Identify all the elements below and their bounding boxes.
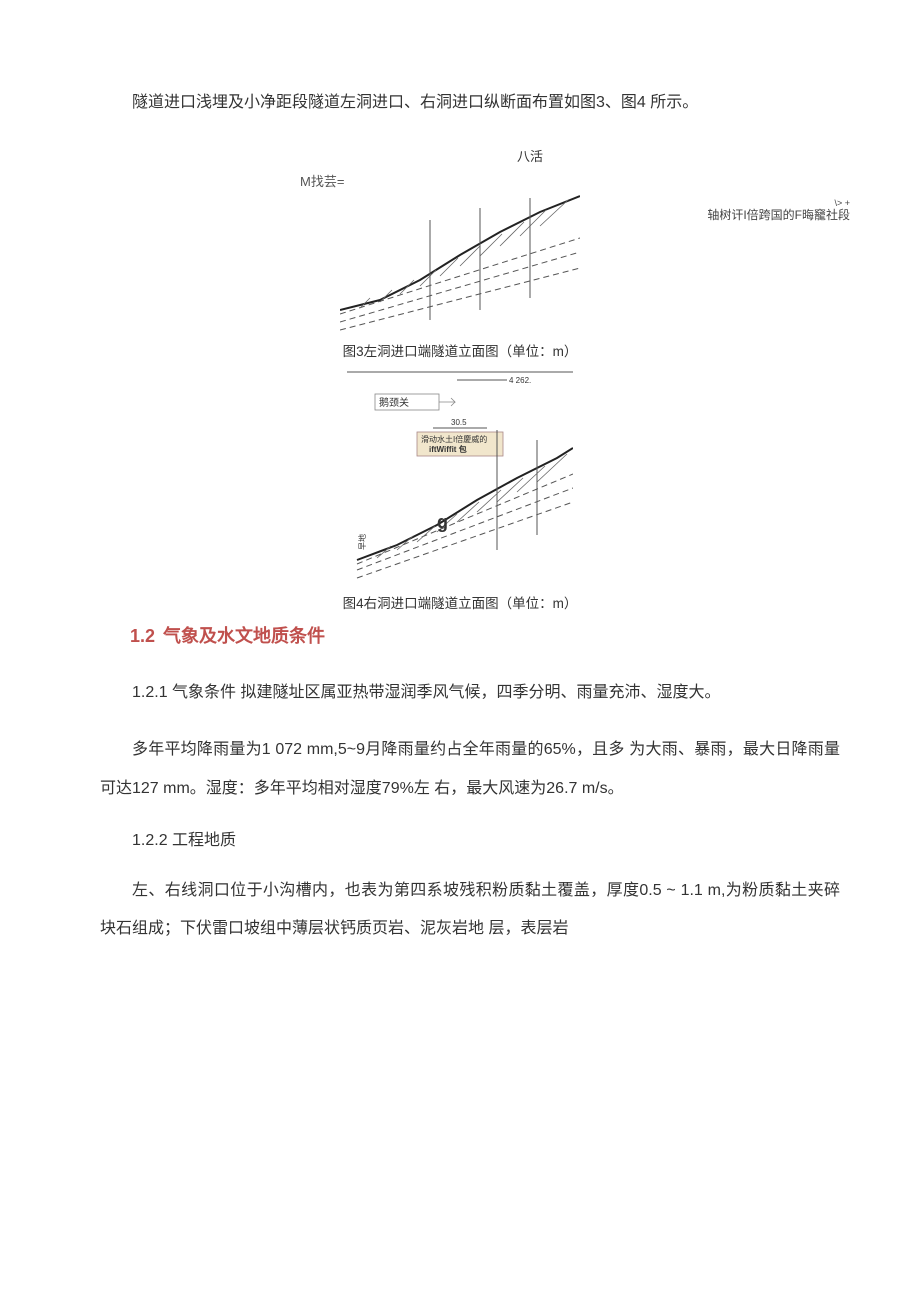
intro-paragraph: 隧道进口浅埋及小净距段隧道左洞进口、右洞进口纵断面布置如图3、图4 所示。 [100,90,850,116]
fig-annot-text: 轴树讦I倍跨国的F晦竉社段 [707,208,850,222]
figure4-svg: 4 262. 鹅颈关 30.5 滑动水土I倍慶威的 iftWiffit 包 [347,370,573,586]
section-heading-1-2: 1.2 气象及水文地质条件 [130,622,850,648]
section-title: 气象及水文地质条件 [163,626,325,646]
fig4-label-4262: 4 262. [509,376,531,385]
para-geology: 左、右线洞口位于小沟槽内，也表为第四系坡残积粉质黏土覆盖，厚度0.5 ~ 1.1… [100,872,840,949]
fig4-left-vtext: 早地 [357,534,367,550]
figure3-svg [340,190,580,334]
figure3-block: 八活 M找芸= \> + 轴树讦I倍跨国的F晦竉社段 [70,146,850,612]
fig4-label-g: g [437,512,448,532]
para-1-2-2-heading: 1.2.2 工程地质 [100,826,850,850]
fig-m-label: M找芸= [300,171,850,190]
figure3-caption: 图3左洞进口端隧道立面图（单位：m） [70,340,850,360]
fig4-label-mid2: iftWiffit 包 [429,444,467,454]
para-1-2-1: 1.2.1 气象条件 拟建隧址区属亚热带湿润季风气候，四季分明、雨量充沛、湿度大… [100,672,840,714]
fig4-label-305: 30.5 [451,418,467,427]
fig-top-label: 八活 [210,146,850,165]
para-rainfall: 多年平均降雨量为1 072 mm,5~9月降雨量约占全年雨量的65%，且多 为大… [100,731,840,808]
fig4-label-mid1: 滑动水土I倍慶威的 [421,434,487,444]
fig4-label-ejingguan: 鹅颈关 [379,396,409,409]
fig-right-annotation: \> + 轴树讦I倍跨国的F晦竉社段 [707,198,850,223]
fig-annot-sup: \> + [707,198,850,208]
section-num: 1.2 [130,626,155,646]
figure4-caption: 图4右洞进口端隧道立面图（单位：m） [70,592,850,612]
